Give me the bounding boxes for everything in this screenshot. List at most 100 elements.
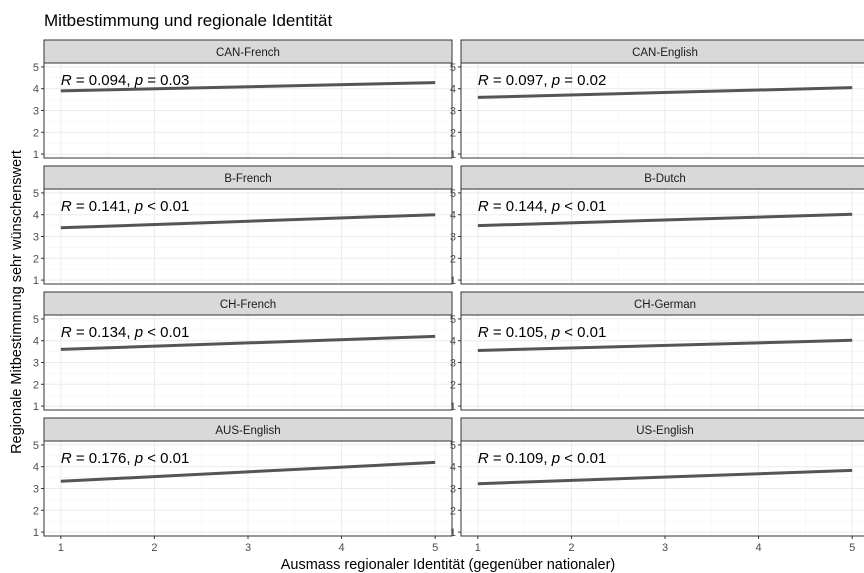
y-tick-label: 1	[33, 275, 39, 287]
r-value: 0.141	[89, 198, 127, 215]
r-value: 0.109	[506, 450, 544, 467]
y-tick-label: 1	[450, 401, 456, 413]
correlation-annotation: R = 0.109, p < 0.01	[478, 450, 606, 467]
y-tick-label: 5	[450, 440, 456, 452]
y-tick-label: 3	[33, 358, 39, 370]
p-symbol: p	[551, 72, 560, 89]
separator: ,	[126, 324, 134, 341]
facet-strip-label: CAN-French	[216, 47, 280, 59]
x-tick-label: 3	[662, 542, 668, 554]
y-tick-label: 2	[450, 127, 456, 139]
r-symbol: R	[61, 198, 72, 215]
gridlines	[44, 441, 452, 536]
facet-panel-b-dutch: B-Dutch 1 2 3 4 5 R = 0.144, p < 0.01	[450, 165, 864, 287]
facet-panel-can-french: CAN-French 1 2 3 4 5 R = 0.094, p = 0.03	[33, 39, 453, 161]
p-value: < 0.01	[147, 450, 189, 467]
gridlines	[44, 63, 452, 158]
x-tick-label: 1	[58, 542, 64, 554]
regression-line	[477, 212, 853, 228]
facet-strip-label: B-Dutch	[644, 173, 686, 185]
y-tick-label: 3	[33, 484, 39, 496]
separator: ,	[543, 324, 551, 341]
y-tick-label: 3	[450, 484, 456, 496]
y-tick-label: 5	[33, 314, 39, 326]
y-tick-label: 2	[450, 379, 456, 391]
p-value: < 0.01	[564, 450, 606, 467]
r-value: 0.097	[506, 72, 544, 89]
gridlines	[461, 189, 864, 284]
equals-sign: =	[489, 324, 506, 341]
r-value: 0.176	[89, 450, 127, 467]
regression-line	[477, 86, 853, 99]
x-tick-label: 2	[568, 542, 574, 554]
y-tick-label: 4	[450, 84, 456, 96]
equals-sign: =	[489, 198, 506, 215]
y-axis-title: Regionale Mitbestimmung sehr wünschenswe…	[9, 150, 25, 454]
r-value: 0.144	[506, 198, 544, 215]
x-axis-title: Ausmass regionaler Identität (gegenüber …	[281, 557, 616, 573]
y-tick-label: 1	[450, 149, 456, 161]
facet-panel-us-english: US-English 1 2 3 4 5 1 2 3 4 5 R = 0.109, p < 0.01	[450, 417, 864, 554]
y-tick-label: 4	[450, 462, 456, 474]
r-symbol: R	[478, 198, 489, 215]
y-tick-label: 5	[33, 188, 39, 200]
y-tick-label: 2	[33, 127, 39, 139]
y-tick-label: 3	[450, 358, 456, 370]
gridlines	[44, 315, 452, 410]
facet-strip-label: CAN-English	[632, 47, 698, 59]
y-tick-label: 4	[33, 462, 39, 474]
correlation-annotation: R = 0.141, p < 0.01	[61, 198, 189, 215]
p-symbol: p	[551, 324, 560, 341]
regression-line	[477, 338, 853, 352]
y-tick-label: 2	[33, 505, 39, 517]
y-tick-label: 4	[33, 210, 39, 222]
correlation-annotation: R = 0.097, p = 0.02	[478, 72, 606, 89]
facet-strip-label: CH-French	[220, 299, 276, 311]
separator: ,	[126, 198, 134, 215]
y-tick-label: 2	[33, 379, 39, 391]
p-value: = 0.03	[147, 72, 189, 89]
gridlines	[44, 189, 452, 284]
p-value: < 0.01	[564, 324, 606, 341]
equals-sign: =	[72, 72, 89, 89]
regression-line	[477, 468, 853, 486]
y-tick-label: 3	[450, 106, 456, 118]
y-tick-label: 4	[450, 210, 456, 222]
r-symbol: R	[478, 324, 489, 341]
x-tick-label: 3	[245, 542, 251, 554]
y-tick-label: 5	[33, 62, 39, 74]
p-value: < 0.01	[147, 324, 189, 341]
y-tick-label: 5	[450, 314, 456, 326]
y-tick-label: 4	[450, 336, 456, 348]
y-tick-label: 4	[33, 84, 39, 96]
y-tick-label: 3	[33, 106, 39, 118]
gridlines	[461, 315, 864, 410]
x-tick-label: 2	[151, 542, 157, 554]
separator: ,	[543, 450, 551, 467]
r-value: 0.134	[89, 324, 127, 341]
x-tick-label: 4	[339, 542, 345, 554]
y-tick-label: 2	[33, 253, 39, 265]
r-value: 0.094	[89, 72, 127, 89]
y-tick-label: 1	[450, 527, 456, 539]
x-tick-label: 4	[756, 542, 762, 554]
y-tick-label: 2	[450, 505, 456, 517]
correlation-annotation: R = 0.134, p < 0.01	[61, 324, 189, 341]
gridlines	[461, 441, 864, 536]
y-tick-label: 5	[450, 188, 456, 200]
facet-strip-label: AUS-English	[215, 425, 280, 437]
regression-line	[60, 334, 436, 351]
y-tick-label: 5	[450, 62, 456, 74]
r-value: 0.105	[506, 324, 544, 341]
facet-strip-label: CH-German	[634, 299, 696, 311]
x-tick-label: 5	[849, 542, 855, 554]
r-symbol: R	[61, 72, 72, 89]
regression-line	[60, 213, 436, 230]
y-tick-label: 2	[450, 253, 456, 265]
x-tick-label: 5	[432, 542, 438, 554]
separator: ,	[543, 72, 551, 89]
p-symbol: p	[134, 72, 143, 89]
separator: ,	[126, 450, 134, 467]
